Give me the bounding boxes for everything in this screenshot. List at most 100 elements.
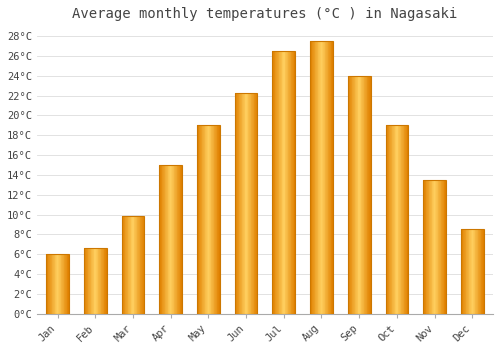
Bar (100, 248, 102, 314)
Bar (214, 125, 215, 314)
Bar (366, 76, 368, 314)
Bar (168, 165, 169, 314)
Bar (62, 254, 63, 314)
Bar (46, 254, 69, 314)
Bar (332, 41, 333, 314)
Bar (126, 216, 127, 314)
Bar (278, 51, 280, 314)
Bar (90, 248, 91, 314)
Bar (280, 51, 281, 314)
Bar (427, 180, 428, 314)
Bar (350, 76, 351, 314)
Bar (479, 230, 480, 314)
Bar (133, 216, 134, 314)
Bar (434, 180, 436, 314)
Bar (470, 230, 471, 314)
Bar (96, 248, 97, 314)
Bar (139, 216, 140, 314)
Bar (248, 93, 249, 314)
Bar (480, 230, 482, 314)
Bar (473, 230, 474, 314)
Bar (426, 180, 427, 314)
Bar (317, 41, 318, 314)
Bar (249, 93, 250, 314)
Bar (353, 76, 354, 314)
Bar (123, 216, 124, 314)
Bar (352, 76, 353, 314)
Bar (178, 165, 179, 314)
Bar (92, 248, 93, 314)
Bar (351, 76, 352, 314)
Bar (330, 41, 332, 314)
Bar (438, 180, 439, 314)
Bar (161, 165, 162, 314)
Bar (98, 248, 99, 314)
Bar (288, 51, 289, 314)
Bar (65, 254, 66, 314)
Bar (173, 165, 174, 314)
Bar (164, 165, 166, 314)
Bar (390, 125, 391, 314)
Bar (89, 248, 90, 314)
Bar (97, 248, 98, 314)
Bar (357, 76, 358, 314)
Bar (103, 248, 104, 314)
Bar (440, 180, 442, 314)
Bar (313, 41, 314, 314)
Bar (213, 125, 214, 314)
Bar (132, 216, 133, 314)
Bar (326, 41, 327, 314)
Bar (323, 41, 324, 314)
Bar (405, 125, 406, 314)
Bar (206, 125, 207, 314)
Bar (207, 125, 208, 314)
Bar (312, 41, 313, 314)
Bar (64, 254, 65, 314)
Bar (400, 125, 402, 314)
Bar (197, 125, 198, 314)
Bar (53, 254, 54, 314)
Bar (174, 165, 175, 314)
Bar (240, 93, 241, 314)
Bar (212, 125, 213, 314)
Bar (235, 93, 236, 314)
Bar (204, 125, 206, 314)
Bar (388, 125, 390, 314)
Bar (284, 51, 286, 314)
Bar (243, 93, 244, 314)
Bar (424, 180, 446, 314)
Bar (50, 254, 51, 314)
Bar (462, 230, 464, 314)
Bar (442, 180, 443, 314)
Bar (176, 165, 178, 314)
Bar (66, 254, 68, 314)
Bar (327, 41, 328, 314)
Bar (328, 41, 329, 314)
Bar (431, 180, 432, 314)
Bar (399, 125, 400, 314)
Bar (365, 76, 366, 314)
Bar (482, 230, 483, 314)
Bar (294, 51, 295, 314)
Bar (272, 51, 274, 314)
Bar (406, 125, 408, 314)
Bar (52, 254, 53, 314)
Bar (179, 165, 180, 314)
Bar (461, 230, 483, 314)
Bar (368, 76, 369, 314)
Bar (138, 216, 139, 314)
Bar (247, 93, 248, 314)
Bar (366, 76, 367, 314)
Bar (46, 254, 47, 314)
Bar (180, 165, 182, 314)
Bar (364, 76, 366, 314)
Bar (160, 165, 161, 314)
Bar (320, 41, 321, 314)
Bar (86, 248, 87, 314)
Bar (250, 93, 252, 314)
Bar (465, 230, 466, 314)
Bar (129, 216, 130, 314)
Bar (432, 180, 433, 314)
Bar (310, 41, 311, 314)
Bar (170, 165, 172, 314)
